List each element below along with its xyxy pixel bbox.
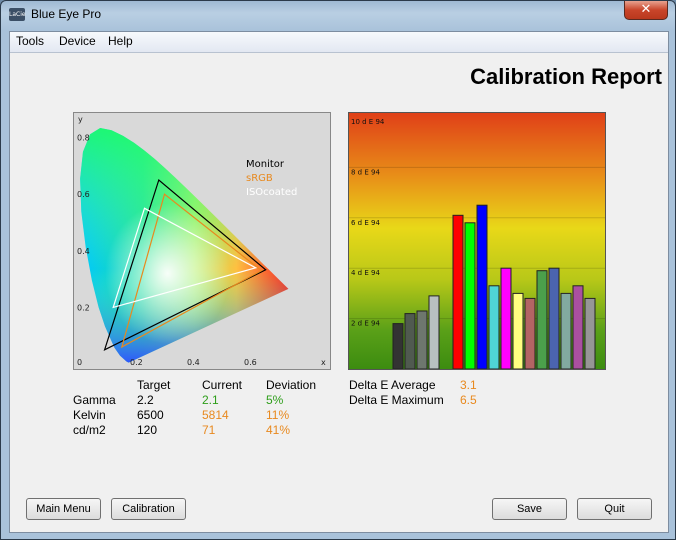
delta-e-bar (392, 323, 404, 369)
cie-y-tick: 0.6 (77, 190, 90, 199)
row-luminance-target: 120 (137, 423, 158, 437)
delta-e-bar (524, 297, 536, 369)
cie-y-tick: 0.8 (77, 134, 90, 143)
delta-e-svg: 2 d E 94 4 d E 94 6 d E 94 8 d E 94 10 d E 9… (349, 113, 605, 369)
cie-y-label: y (78, 115, 83, 124)
delta-e-bar (548, 267, 560, 369)
row-gamma-deviation: 5% (266, 393, 284, 407)
delta-e-bar (500, 267, 512, 369)
menu-device[interactable]: Device (59, 34, 96, 48)
header-current: Current (202, 378, 243, 392)
save-button[interactable]: Save (492, 498, 567, 520)
delta-e-bar (452, 214, 464, 369)
delta-e-bar (428, 295, 440, 369)
cie-x-tick: 0.2 (130, 358, 143, 367)
menu-bar: Tools Device Help (10, 32, 668, 53)
white-point-glow (80, 128, 289, 363)
delta-e-bar (476, 204, 488, 369)
y-tick-label: 2 d E 94 (351, 320, 380, 328)
calibration-button[interactable]: Calibration (111, 498, 186, 520)
delta-e-bar (512, 292, 524, 369)
row-gamma-target: 2.2 (137, 393, 154, 407)
row-kelvin-target: 6500 (137, 408, 164, 422)
delta-e-bar (464, 222, 476, 369)
row-luminance-deviation: 41% (266, 423, 291, 437)
legend-isocoated: ISOcoated (246, 187, 297, 198)
delta-e-bar (560, 292, 572, 369)
client-area: Tools Device Help Calibration Report (9, 31, 669, 533)
quit-button[interactable]: Quit (577, 498, 652, 520)
delta-e-bar (536, 270, 548, 369)
row-luminance-current: 71 (202, 423, 216, 437)
delta-e-average-label: Delta E Average (349, 378, 436, 392)
title-bar[interactable]: LaCie Blue Eye Pro ✕ (1, 1, 675, 29)
menu-help[interactable]: Help (108, 34, 133, 48)
gamut-srgb (120, 193, 263, 349)
row-kelvin-label: Kelvin (73, 408, 106, 422)
row-gamma-current: 2.1 (202, 393, 219, 407)
y-tick-label: 6 d E 94 (351, 219, 380, 227)
row-kelvin-current: 5814 (202, 408, 229, 422)
cie-diagram: 0 0.2 0.4 0.6 0.2 0.4 0.6 0.8 x y Monitor sRGB ISOco… (73, 112, 331, 370)
close-icon: ✕ (640, 2, 652, 17)
report-title: Calibration Report (470, 64, 662, 89)
delta-e-bar (404, 313, 416, 369)
gamut-monitor (103, 178, 267, 351)
y-tick-label: 4 d E 94 (351, 269, 380, 277)
close-button[interactable]: ✕ (624, 1, 668, 20)
delta-e-maximum-label: Delta E Maximum (349, 393, 444, 407)
row-gamma-label: Gamma (73, 393, 116, 407)
delta-e-bar (488, 285, 500, 369)
header-target: Target (137, 378, 171, 392)
delta-e-average-value: 3.1 (460, 378, 477, 392)
y-tick-label: 8 d E 94 (351, 168, 380, 176)
cie-x-tick: 0.4 (187, 358, 200, 367)
delta-e-bar (584, 297, 596, 369)
gamut-isocoated (112, 207, 258, 309)
legend-monitor: Monitor (246, 159, 285, 170)
app-icon: LaCie (9, 8, 26, 21)
menu-tools[interactable]: Tools (16, 34, 45, 48)
cie-svg: 0 0.2 0.4 0.6 0.2 0.4 0.6 0.8 x y Monitor sRGB ISOco… (77, 115, 326, 367)
legend-srgb: sRGB (246, 173, 273, 184)
delta-e-chart: 2 d E 94 4 d E 94 6 d E 94 8 d E 94 10 d E 9… (348, 112, 606, 370)
cie-x-label: x (321, 358, 326, 367)
row-luminance-label: cd/m2 (73, 423, 106, 437)
cie-x-tick: 0.6 (244, 358, 257, 367)
header-deviation: Deviation (266, 378, 317, 392)
cie-x-tick: 0 (77, 358, 82, 367)
main-menu-button[interactable]: Main Menu (26, 498, 101, 520)
cie-y-tick: 0.2 (77, 303, 90, 312)
delta-e-bar (572, 285, 584, 369)
cie-y-tick: 0.4 (77, 247, 90, 256)
y-tick-label: 10 d E 94 (351, 118, 385, 126)
delta-e-bar (416, 310, 428, 369)
row-kelvin-deviation: 11% (266, 408, 290, 422)
delta-e-maximum-value: 6.5 (460, 393, 477, 407)
window-title: Blue Eye Pro (31, 7, 102, 21)
